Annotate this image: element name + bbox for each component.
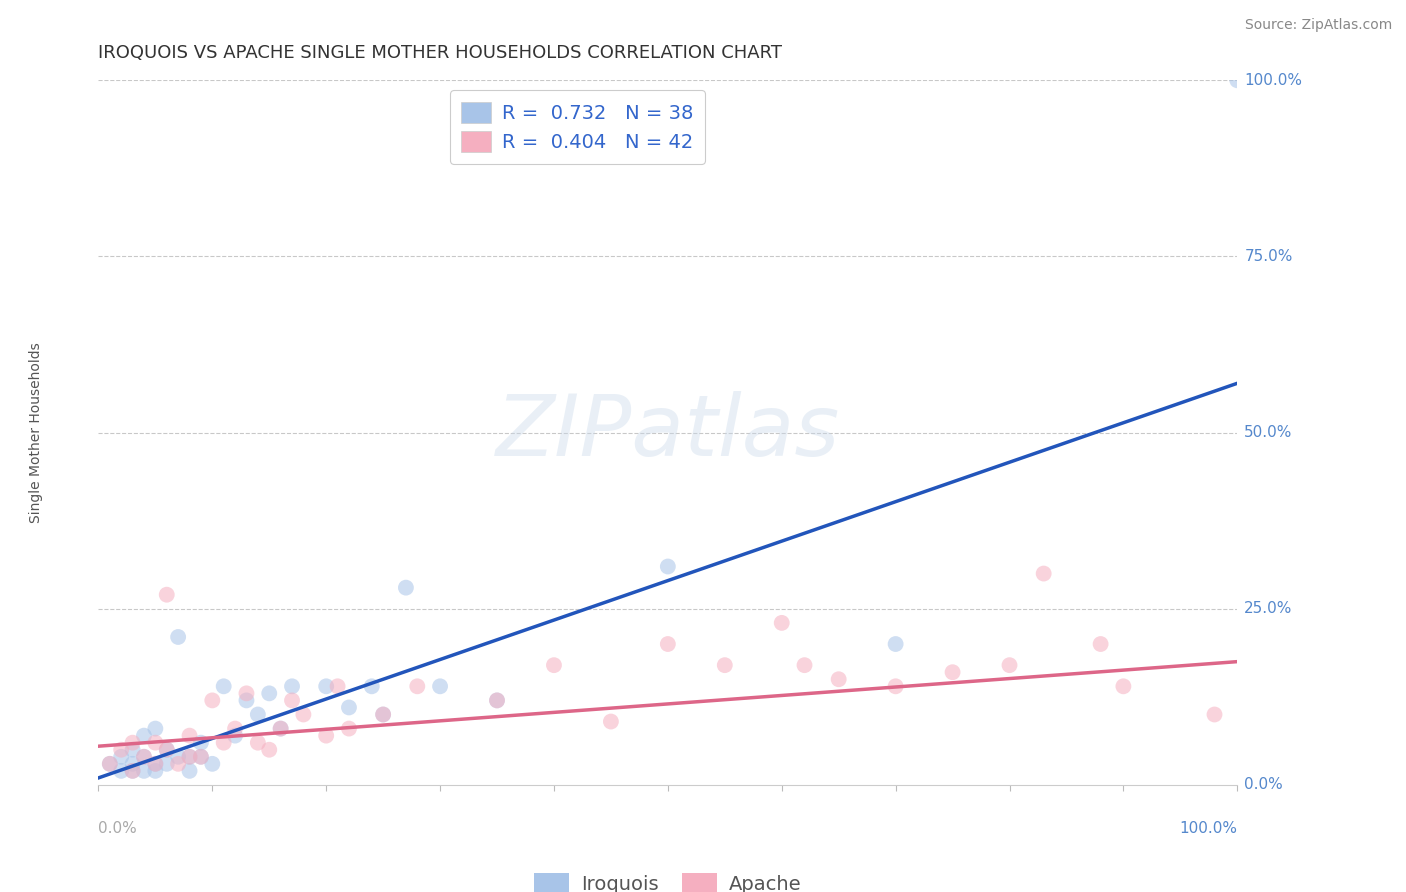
- Point: [337, 700, 360, 714]
- Point: [212, 736, 235, 750]
- Point: [145, 756, 167, 771]
- Point: [167, 756, 190, 771]
- Text: 0.0%: 0.0%: [1244, 778, 1284, 792]
- Text: Source: ZipAtlas.com: Source: ZipAtlas.com: [1244, 18, 1392, 32]
- Point: [281, 679, 304, 693]
- Point: [156, 756, 179, 771]
- Point: [156, 742, 179, 756]
- Point: [156, 588, 179, 602]
- Text: 25.0%: 25.0%: [1244, 601, 1292, 616]
- Point: [942, 665, 965, 680]
- Point: [884, 679, 907, 693]
- Point: [110, 749, 132, 764]
- Point: [179, 729, 201, 743]
- Point: [600, 714, 623, 729]
- Point: [224, 722, 246, 736]
- Point: [167, 749, 190, 764]
- Point: [429, 679, 451, 693]
- Legend: Iroquois, Apache: Iroquois, Apache: [527, 865, 808, 892]
- Point: [270, 722, 292, 736]
- Point: [543, 658, 565, 673]
- Text: Single Mother Households: Single Mother Households: [28, 343, 42, 523]
- Point: [145, 722, 167, 736]
- Point: [224, 729, 246, 743]
- Point: [1090, 637, 1112, 651]
- Point: [121, 742, 143, 756]
- Point: [246, 736, 269, 750]
- Point: [201, 693, 224, 707]
- Point: [406, 679, 429, 693]
- Point: [657, 637, 679, 651]
- Point: [121, 764, 143, 778]
- Point: [270, 722, 292, 736]
- Point: [395, 581, 418, 595]
- Point: [179, 764, 201, 778]
- Point: [326, 679, 349, 693]
- Point: [371, 707, 394, 722]
- Text: 100.0%: 100.0%: [1244, 73, 1302, 87]
- Point: [121, 756, 143, 771]
- Point: [360, 679, 382, 693]
- Point: [657, 559, 679, 574]
- Point: [793, 658, 815, 673]
- Point: [190, 749, 212, 764]
- Point: [145, 764, 167, 778]
- Point: [292, 707, 315, 722]
- Point: [315, 729, 337, 743]
- Point: [998, 658, 1021, 673]
- Point: [132, 749, 155, 764]
- Point: [371, 707, 394, 722]
- Point: [1032, 566, 1054, 581]
- Point: [121, 764, 143, 778]
- Point: [770, 615, 793, 630]
- Point: [179, 749, 201, 764]
- Point: [259, 686, 281, 700]
- Point: [828, 673, 851, 687]
- Point: [486, 693, 509, 707]
- Point: [179, 749, 201, 764]
- Point: [1204, 707, 1226, 722]
- Point: [156, 742, 179, 756]
- Point: [98, 756, 121, 771]
- Point: [1112, 679, 1135, 693]
- Point: [315, 679, 337, 693]
- Point: [259, 742, 281, 756]
- Point: [132, 764, 155, 778]
- Point: [98, 756, 121, 771]
- Point: [337, 722, 360, 736]
- Point: [884, 637, 907, 651]
- Point: [190, 749, 212, 764]
- Point: [235, 686, 257, 700]
- Point: [145, 736, 167, 750]
- Point: [212, 679, 235, 693]
- Point: [145, 756, 167, 771]
- Point: [486, 693, 509, 707]
- Point: [235, 693, 257, 707]
- Text: IROQUOIS VS APACHE SINGLE MOTHER HOUSEHOLDS CORRELATION CHART: IROQUOIS VS APACHE SINGLE MOTHER HOUSEHO…: [98, 45, 782, 62]
- Point: [167, 630, 190, 644]
- Text: 75.0%: 75.0%: [1244, 249, 1292, 264]
- Text: 0.0%: 0.0%: [98, 821, 138, 836]
- Point: [201, 756, 224, 771]
- Point: [1226, 73, 1249, 87]
- Text: ZIPatlas: ZIPatlas: [496, 391, 839, 475]
- Point: [121, 736, 143, 750]
- Point: [246, 707, 269, 722]
- Point: [110, 764, 132, 778]
- Point: [281, 693, 304, 707]
- Point: [190, 736, 212, 750]
- Point: [110, 742, 132, 756]
- Text: 100.0%: 100.0%: [1180, 821, 1237, 836]
- Point: [714, 658, 737, 673]
- Point: [132, 749, 155, 764]
- Point: [132, 729, 155, 743]
- Text: 50.0%: 50.0%: [1244, 425, 1292, 440]
